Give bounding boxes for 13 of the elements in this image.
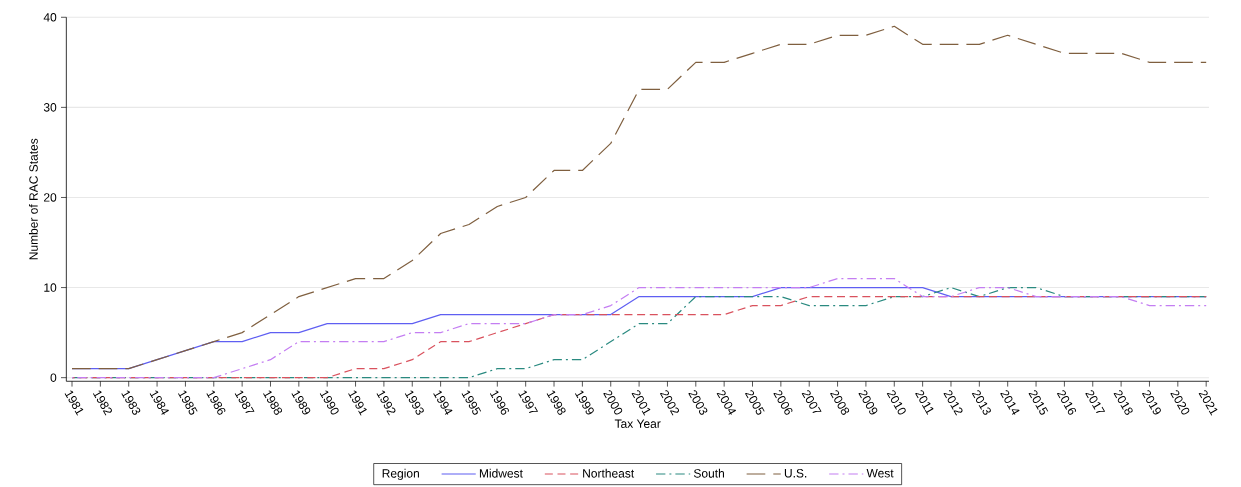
legend-label: South bbox=[693, 468, 724, 478]
legend-label: U.S. bbox=[784, 468, 807, 478]
legend-title: Region bbox=[382, 468, 419, 481]
y-tick-label: 0 bbox=[50, 373, 57, 382]
y-tick-label: 10 bbox=[44, 283, 57, 292]
x-axis-title: Tax Year bbox=[614, 419, 661, 428]
legend-label: Northeast bbox=[583, 468, 635, 478]
y-axis-title: Number of RAC States bbox=[28, 138, 38, 260]
y-tick-label: 20 bbox=[44, 193, 57, 202]
legend-label: West bbox=[866, 469, 894, 478]
y-tick-label: 30 bbox=[43, 103, 57, 112]
legend-label: Midwest bbox=[479, 468, 523, 478]
y-tick-label: 40 bbox=[43, 13, 57, 22]
